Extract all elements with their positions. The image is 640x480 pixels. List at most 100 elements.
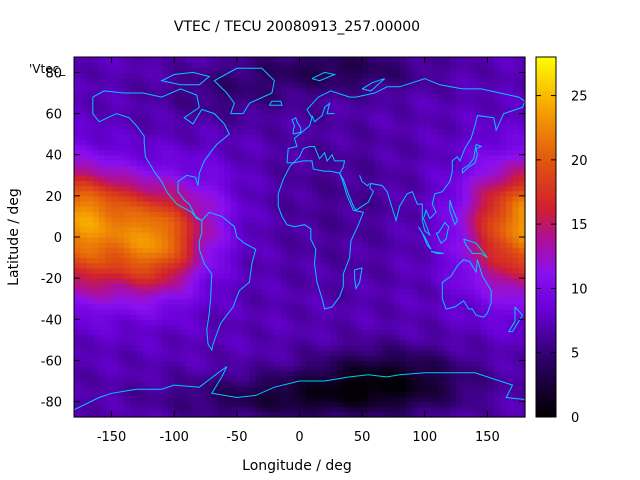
heatmap-cell (243, 283, 250, 290)
heatmap-cell (418, 252, 426, 259)
heatmap-cell (224, 211, 232, 218)
heatmap-cell (312, 324, 319, 331)
heatmap-cell (412, 93, 420, 99)
heatmap-cell (130, 144, 138, 151)
heatmap-cell (105, 350, 113, 356)
heatmap-cell (399, 406, 407, 413)
heatmap-cell (449, 298, 457, 305)
heatmap-cell (493, 221, 501, 228)
heatmap-cell (149, 324, 157, 331)
heatmap-cell (255, 242, 263, 248)
heatmap-cell (456, 87, 463, 94)
heatmap-cell (374, 381, 382, 387)
heatmap-cell (499, 252, 507, 259)
heatmap-cell (155, 375, 163, 382)
heatmap-cell (193, 278, 200, 284)
heatmap-cell (349, 381, 357, 387)
heatmap-cell (424, 221, 432, 228)
heatmap-cell (456, 139, 463, 146)
heatmap-cell (249, 118, 257, 125)
heatmap-cell (105, 93, 113, 99)
heatmap-cell (80, 411, 88, 418)
heatmap-cell (268, 329, 276, 336)
heatmap-cell (293, 123, 301, 130)
heatmap-cell (443, 267, 451, 274)
heatmap-cell (86, 159, 94, 166)
heatmap-cell (86, 139, 94, 146)
heatmap-cell (443, 72, 451, 79)
heatmap-cell (374, 375, 382, 382)
heatmap-cell (318, 129, 326, 135)
heatmap-cell (431, 411, 438, 418)
heatmap-cell (211, 216, 219, 223)
heatmap-cell (124, 257, 131, 264)
heatmap-cell (186, 144, 194, 151)
heatmap-cell (236, 360, 244, 367)
heatmap-cell (274, 231, 282, 238)
heatmap-cell (456, 375, 463, 382)
heatmap-cell (324, 303, 332, 310)
heatmap-cell (274, 180, 282, 187)
heatmap-cell (431, 67, 438, 74)
heatmap-cell (105, 72, 113, 79)
heatmap-cell (142, 82, 150, 89)
heatmap-cell (312, 350, 319, 356)
heatmap-cell (193, 216, 200, 223)
heatmap-cell (474, 375, 482, 382)
heatmap-cell (468, 190, 476, 197)
heatmap-cell (468, 139, 476, 146)
heatmap-cell (349, 118, 357, 125)
heatmap-cell (167, 149, 175, 156)
heatmap-cell (493, 118, 501, 125)
heatmap-cell (474, 406, 482, 413)
heatmap-cell (286, 391, 294, 398)
heatmap-cell (324, 185, 332, 192)
heatmap-cell (74, 190, 81, 197)
heatmap-cell (368, 98, 376, 104)
heatmap-cell (443, 144, 451, 151)
heatmap-cell (506, 365, 514, 372)
heatmap-cell (249, 396, 257, 403)
heatmap-cell (111, 159, 119, 166)
heatmap-cell (449, 77, 457, 84)
heatmap-cell (243, 170, 250, 176)
heatmap-cell (80, 62, 88, 68)
heatmap-cell (399, 211, 407, 218)
heatmap-cell (274, 257, 282, 264)
heatmap-cell (405, 144, 413, 151)
heatmap-cell (193, 350, 200, 356)
heatmap-cell (142, 216, 150, 223)
heatmap-cell (92, 370, 100, 377)
heatmap-cell (174, 257, 182, 264)
heatmap-cell (305, 149, 313, 156)
heatmap-cell (349, 375, 357, 382)
heatmap-cell (142, 411, 150, 418)
heatmap-cell (142, 370, 150, 377)
heatmap-cell (312, 273, 319, 279)
heatmap-cell (211, 298, 219, 305)
heatmap-cell (362, 345, 369, 351)
heatmap-cell (518, 381, 526, 387)
heatmap-cell (130, 314, 138, 320)
heatmap-cell (268, 149, 276, 156)
heatmap-cell (86, 391, 94, 398)
heatmap-cell (493, 165, 501, 171)
heatmap-cell (324, 195, 332, 202)
heatmap-cell (431, 386, 438, 392)
heatmap-cell (74, 206, 81, 212)
heatmap-cell (468, 298, 476, 305)
heatmap-cell (124, 391, 131, 398)
heatmap-cell (424, 411, 432, 418)
heatmap-cell (236, 391, 244, 398)
heatmap-cell (487, 396, 495, 403)
heatmap-cell (355, 267, 363, 274)
heatmap-cell (355, 309, 363, 315)
heatmap-cell (255, 206, 263, 212)
heatmap-cell (117, 211, 125, 218)
heatmap-cell (142, 334, 150, 341)
heatmap-cell (218, 87, 225, 94)
heatmap-cell (286, 201, 294, 207)
heatmap-cell (105, 283, 113, 290)
heatmap-cell (92, 211, 100, 218)
heatmap-cell (362, 252, 369, 259)
